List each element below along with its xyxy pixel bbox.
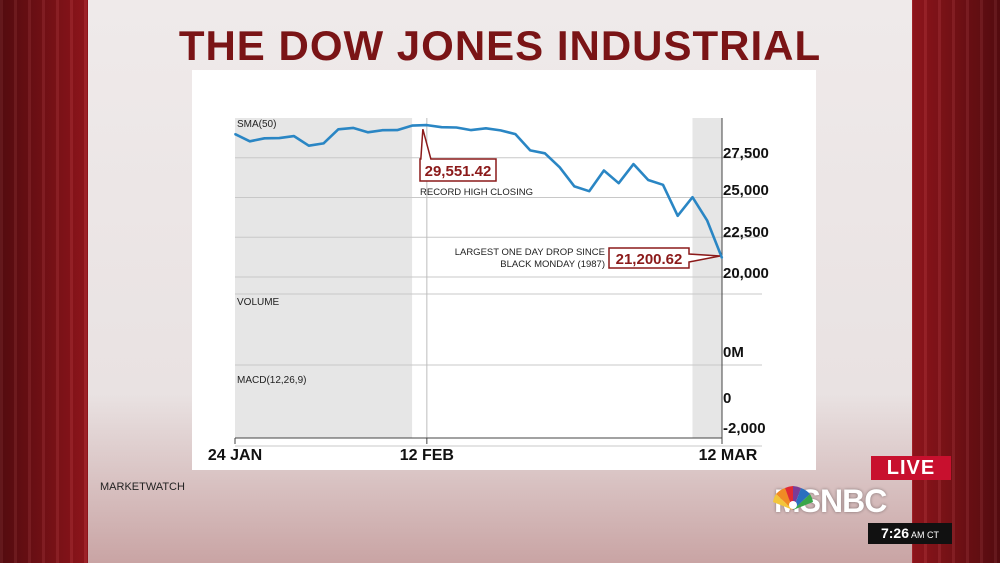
peacock-icon [773, 486, 813, 510]
x-tick-label: 12 FEB [400, 447, 454, 464]
data-point [484, 127, 487, 130]
data-point [352, 126, 354, 129]
data-point [263, 137, 266, 140]
data-point [440, 126, 443, 129]
data-point [647, 179, 650, 181]
data-point [396, 129, 399, 131]
y-tick-label-price: 27,500 [723, 145, 769, 162]
shaded-range-1 [692, 118, 722, 438]
data-point [381, 129, 384, 132]
y-tick-label-price: 25,000 [723, 182, 769, 199]
data-point [558, 166, 561, 169]
dow-close-line [234, 123, 724, 259]
clock-suffix: AM CT [911, 530, 940, 540]
data-point [676, 214, 679, 217]
y-tick-label-price: 22,500 [723, 224, 769, 241]
data-point [248, 140, 251, 143]
macd-label: MACD(12,26,9) [237, 375, 306, 386]
drop-callout-box [608, 247, 721, 269]
data-point [455, 126, 458, 129]
data-point [278, 137, 281, 140]
data-point [307, 144, 310, 147]
record-high-value: 29,551.42 [425, 163, 492, 180]
data-point [603, 169, 605, 172]
data-point [366, 131, 369, 134]
drop-value: 21,200.62 [616, 251, 683, 268]
clock-time: 7:26 [880, 525, 910, 541]
data-point [234, 133, 236, 135]
data-point [706, 219, 709, 222]
y-tick-label-volume: 0M [723, 344, 744, 361]
drop-label-line1: LARGEST ONE DAY DROP SINCE [455, 247, 605, 258]
data-point [337, 128, 340, 131]
shaded-range-0 [235, 118, 413, 438]
dow-chart: SMA(50) VOLUME MACD(12,26,9) 27,500 25,000 22… [208, 118, 769, 464]
x-tick-label: 24 JAN [208, 447, 262, 464]
y-tick-label-macd: 0 [723, 390, 731, 407]
broadcast-clock: 7:26 AM CT [868, 523, 952, 544]
y-tick-label-macd: -2,000 [723, 420, 766, 437]
drop-label-line2: BLACK MONDAY (1987) [500, 259, 605, 270]
data-point [544, 152, 546, 155]
sma-label: SMA(50) [237, 119, 276, 130]
record-high-callout-box [419, 128, 497, 182]
data-point [425, 124, 428, 127]
x-tick-label: 12 MAR [699, 447, 758, 464]
live-badge: LIVE [871, 456, 951, 480]
data-point [514, 133, 517, 135]
data-point [322, 142, 325, 145]
data-point [529, 149, 532, 152]
data-point [721, 257, 723, 259]
record-high-label: RECORD HIGH CLOSING [420, 187, 533, 198]
chart-card: SMA(50) VOLUME MACD(12,26,9) 27,500 25,000 22… [192, 70, 816, 470]
source-credit: MARKETWATCH [100, 481, 185, 493]
data-point [691, 196, 694, 199]
data-point [632, 163, 635, 166]
volume-label: VOLUME [237, 297, 280, 308]
data-point [293, 135, 295, 138]
data-point [411, 124, 413, 127]
y-tick-label-price: 20,000 [723, 265, 769, 282]
data-point [499, 129, 502, 132]
data-point [662, 183, 664, 186]
data-point [617, 182, 620, 185]
graphic-title: THE DOW JONES INDUSTRIAL [178, 22, 822, 69]
data-point [588, 190, 591, 193]
data-point [573, 185, 576, 188]
network-logo: MSNBC [770, 482, 887, 520]
data-point [470, 129, 473, 131]
